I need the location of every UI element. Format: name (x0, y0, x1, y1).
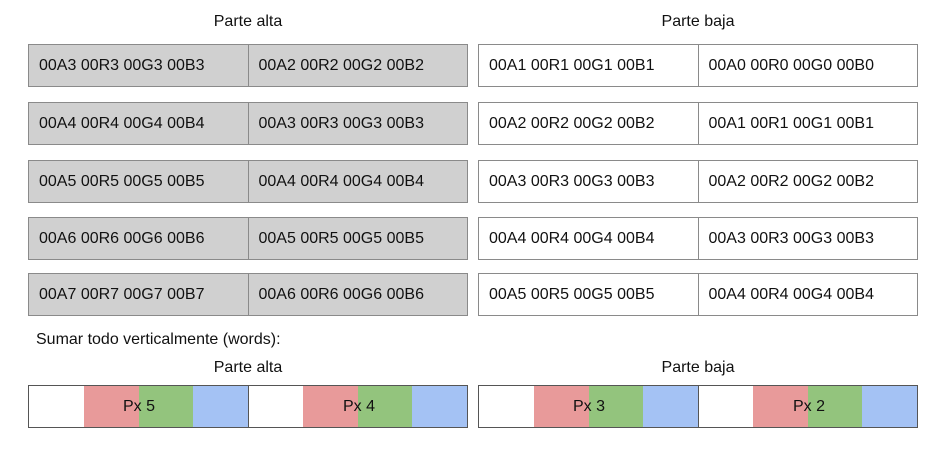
word-cell: 00A3 00R3 00G3 00B3 (247, 103, 468, 144)
word-cell: 00A0 00R0 00G0 00B0 (697, 45, 918, 86)
red-segment (533, 386, 589, 427)
table-row: 00A3 00R3 00G3 00B3 00A2 00R2 00G2 00B2 (478, 160, 918, 203)
word-cell: 00A4 00R4 00G4 00B4 (247, 161, 468, 202)
blue-segment (862, 386, 917, 427)
green-segment (357, 386, 413, 427)
table-row: 00A4 00R4 00G4 00B4 00A3 00R3 00G3 00B3 (28, 102, 468, 145)
word-cell: 00A5 00R5 00G5 00B5 (489, 285, 655, 303)
alpha-segment (479, 386, 534, 427)
table-row: 00A5 00R5 00G5 00B5 00A4 00R4 00G4 00B4 (478, 273, 918, 316)
table-row: 00A5 00R5 00G5 00B5 00A4 00R4 00G4 00B4 (28, 160, 468, 203)
green-segment (588, 386, 644, 427)
word-cell: 00A2 00R2 00G2 00B2 (247, 45, 468, 86)
word-cell: 00A6 00R6 00G6 00B6 (39, 229, 205, 247)
word-cell: 00A4 00R4 00G4 00B4 (697, 274, 918, 315)
table-row: 00A6 00R6 00G6 00B6 00A5 00R5 00G5 00B5 (28, 217, 468, 260)
word-cell: 00A4 00R4 00G4 00B4 (39, 114, 205, 132)
green-segment (807, 386, 863, 427)
word-cell: 00A1 00R1 00G1 00B1 (697, 103, 918, 144)
green-segment (138, 386, 194, 427)
pixel-bar-parte-baja: Px 3 Px 2 (478, 385, 918, 428)
header-parte-baja: Parte baja (661, 13, 735, 30)
pixel-label: Px 3 (572, 397, 605, 415)
sum-header-parte-baja: Parte baja (661, 359, 735, 376)
table-row: 00A4 00R4 00G4 00B4 00A3 00R3 00G3 00B3 (478, 217, 918, 260)
pixel-label: Px 2 (792, 397, 825, 415)
red-segment (752, 386, 808, 427)
word-cell: 00A3 00R3 00G3 00B3 (697, 218, 918, 259)
blue-segment (643, 386, 698, 427)
word-cell: 00A2 00R2 00G2 00B2 (697, 161, 918, 202)
table-row: 00A2 00R2 00G2 00B2 00A1 00R1 00G1 00B1 (478, 102, 918, 145)
word-cell: 00A3 00R3 00G3 00B3 (39, 56, 205, 74)
table-row: 00A1 00R1 00G1 00B1 00A0 00R0 00G0 00B0 (478, 44, 918, 87)
table-row: 00A7 00R7 00G7 00B7 00A6 00R6 00G6 00B6 (28, 273, 468, 316)
word-cell: 00A1 00R1 00G1 00B1 (489, 56, 655, 74)
word-cell: 00A5 00R5 00G5 00B5 (247, 218, 468, 259)
word-cell: 00A2 00R2 00G2 00B2 (489, 114, 655, 132)
sum-header-parte-alta: Parte alta (213, 359, 283, 376)
word-cell: 00A3 00R3 00G3 00B3 (489, 172, 655, 190)
word-cell: 00A4 00R4 00G4 00B4 (489, 229, 655, 247)
alpha-segment (698, 386, 753, 427)
pixel-label: Px 4 (342, 397, 375, 415)
header-parte-alta: Parte alta (213, 13, 283, 30)
blue-segment (412, 386, 467, 427)
pixel-label: Px 5 (122, 397, 155, 415)
word-cell: 00A7 00R7 00G7 00B7 (39, 285, 205, 303)
word-cell: 00A6 00R6 00G6 00B6 (247, 274, 468, 315)
alpha-segment (29, 386, 84, 427)
pixel-bar-parte-alta: Px 5 Px 4 (28, 385, 468, 428)
sum-instruction: Sumar todo verticalmente (words): (36, 331, 281, 348)
word-cell: 00A5 00R5 00G5 00B5 (39, 172, 205, 190)
red-segment (302, 386, 358, 427)
red-segment (83, 386, 139, 427)
blue-segment (193, 386, 248, 427)
table-row: 00A3 00R3 00G3 00B3 00A2 00R2 00G2 00B2 (28, 44, 468, 87)
alpha-segment (248, 386, 303, 427)
